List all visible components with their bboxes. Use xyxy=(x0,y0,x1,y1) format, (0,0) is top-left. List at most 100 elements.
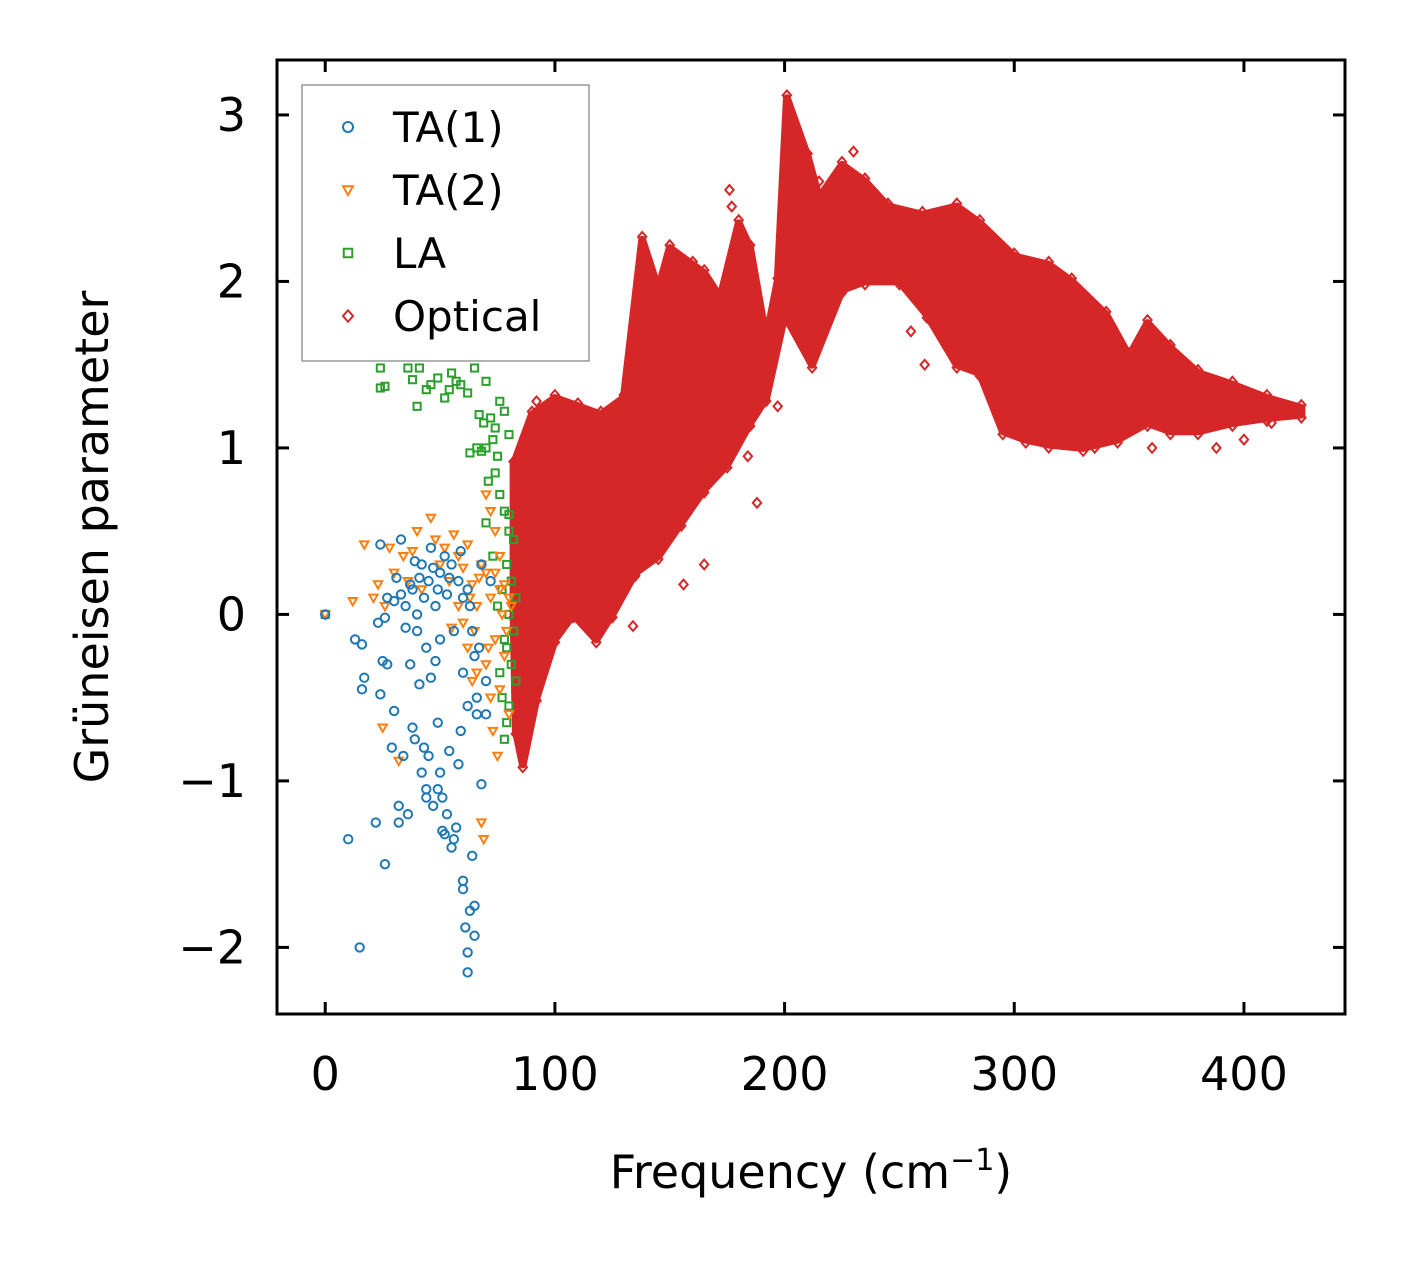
optical-point xyxy=(1265,416,1278,430)
ta-1--point xyxy=(462,584,473,595)
optical-point xyxy=(1164,338,1176,352)
la-point xyxy=(456,380,466,390)
ta-2--point xyxy=(452,601,465,613)
x-tick-label: 300 xyxy=(970,1047,1058,1101)
optical-point xyxy=(1261,388,1273,402)
optical-point xyxy=(813,188,825,202)
la-point xyxy=(465,448,475,458)
la-point xyxy=(506,659,516,669)
ta-1--point xyxy=(370,817,381,828)
la-point xyxy=(483,476,493,486)
ta-1--point xyxy=(414,679,425,690)
optical-point xyxy=(606,611,618,624)
ta-2--point xyxy=(480,568,492,580)
la-point xyxy=(499,634,509,644)
ta-1--point xyxy=(485,575,496,587)
legend-label: TA(1) xyxy=(392,103,504,152)
legend-marker-ta-2- xyxy=(341,185,355,198)
ta-1--point xyxy=(444,572,455,583)
optical-point xyxy=(1054,399,1066,413)
la-point xyxy=(463,388,473,398)
ta-2--point xyxy=(319,610,332,621)
ta-1--point xyxy=(320,609,331,620)
ta-2--point xyxy=(470,668,483,679)
ta-1--point xyxy=(473,642,485,653)
ta-2--point xyxy=(438,543,451,555)
la-point xyxy=(375,383,385,393)
la-point xyxy=(481,518,491,528)
ta-1--point xyxy=(400,622,411,633)
optical-point xyxy=(675,519,687,533)
ta-1--point xyxy=(469,900,480,911)
optical-point xyxy=(985,316,997,330)
optical-point xyxy=(1284,404,1296,418)
ta-1--point xyxy=(450,822,462,833)
optical-point xyxy=(772,399,784,413)
x-tick-label: 100 xyxy=(511,1047,599,1101)
optical-point xyxy=(974,213,986,227)
la-point xyxy=(481,443,491,453)
ta-1--point xyxy=(453,759,464,770)
la-point xyxy=(502,643,512,653)
la-point xyxy=(490,423,500,433)
ta-1--point xyxy=(453,575,464,587)
optical-point xyxy=(1043,255,1055,269)
optical-point xyxy=(806,361,818,375)
ta-2--point xyxy=(493,551,506,563)
optical-point xyxy=(1077,444,1089,458)
ta-1--point xyxy=(467,625,478,637)
optical-point xyxy=(744,419,756,433)
ta-1--point xyxy=(343,833,354,845)
optical-point xyxy=(779,311,791,325)
ta-1--point xyxy=(400,600,411,612)
ta-1--point xyxy=(432,584,443,595)
optical-point xyxy=(1226,375,1238,389)
la-point xyxy=(504,509,514,520)
optical-point xyxy=(781,88,793,102)
la-point xyxy=(486,413,496,423)
optical-point xyxy=(921,311,933,325)
optical-point xyxy=(1210,441,1222,455)
ta-2--point xyxy=(475,818,488,829)
ta-1--point xyxy=(460,922,471,933)
x-axis-title-suffix: ) xyxy=(994,1145,1012,1199)
optical-point xyxy=(847,145,860,158)
optical-point xyxy=(531,394,543,408)
ta-2--point xyxy=(346,596,359,608)
ta-1--point xyxy=(434,567,446,578)
la-point xyxy=(380,381,390,391)
optical-point xyxy=(678,578,690,591)
legend-marker-ta-1- xyxy=(342,121,354,133)
optical-point xyxy=(893,278,905,291)
ta-1--point xyxy=(425,542,437,554)
la-point xyxy=(502,559,512,570)
ta-1--point xyxy=(407,722,418,733)
ta-1--point xyxy=(379,612,391,623)
optical-point xyxy=(1295,398,1307,412)
ta-1--point xyxy=(446,842,457,853)
optical-point xyxy=(572,396,584,410)
optical-point xyxy=(916,205,928,219)
ta-1--point xyxy=(448,625,460,637)
optical-point xyxy=(997,427,1009,441)
x-axis-title-superscript: −1 xyxy=(950,1143,994,1178)
la-point xyxy=(511,676,521,686)
optical-point xyxy=(802,147,814,160)
ta-1--point xyxy=(409,555,421,567)
optical-point xyxy=(1043,441,1055,454)
la-point xyxy=(474,410,484,420)
ta-1--point xyxy=(457,592,469,603)
optical-point xyxy=(636,230,648,244)
ta-2--point xyxy=(484,593,497,604)
optical-point xyxy=(652,280,664,294)
ta-2--point xyxy=(484,693,497,704)
la-point xyxy=(504,526,514,536)
ta-2--point xyxy=(411,527,424,538)
optical-point xyxy=(760,330,772,344)
ta-2--point xyxy=(493,585,506,596)
optical-point xyxy=(1164,427,1176,441)
optical-point xyxy=(1146,441,1158,455)
ta-2--point xyxy=(466,676,479,688)
optical-point xyxy=(859,278,871,291)
optical-point xyxy=(882,197,894,210)
